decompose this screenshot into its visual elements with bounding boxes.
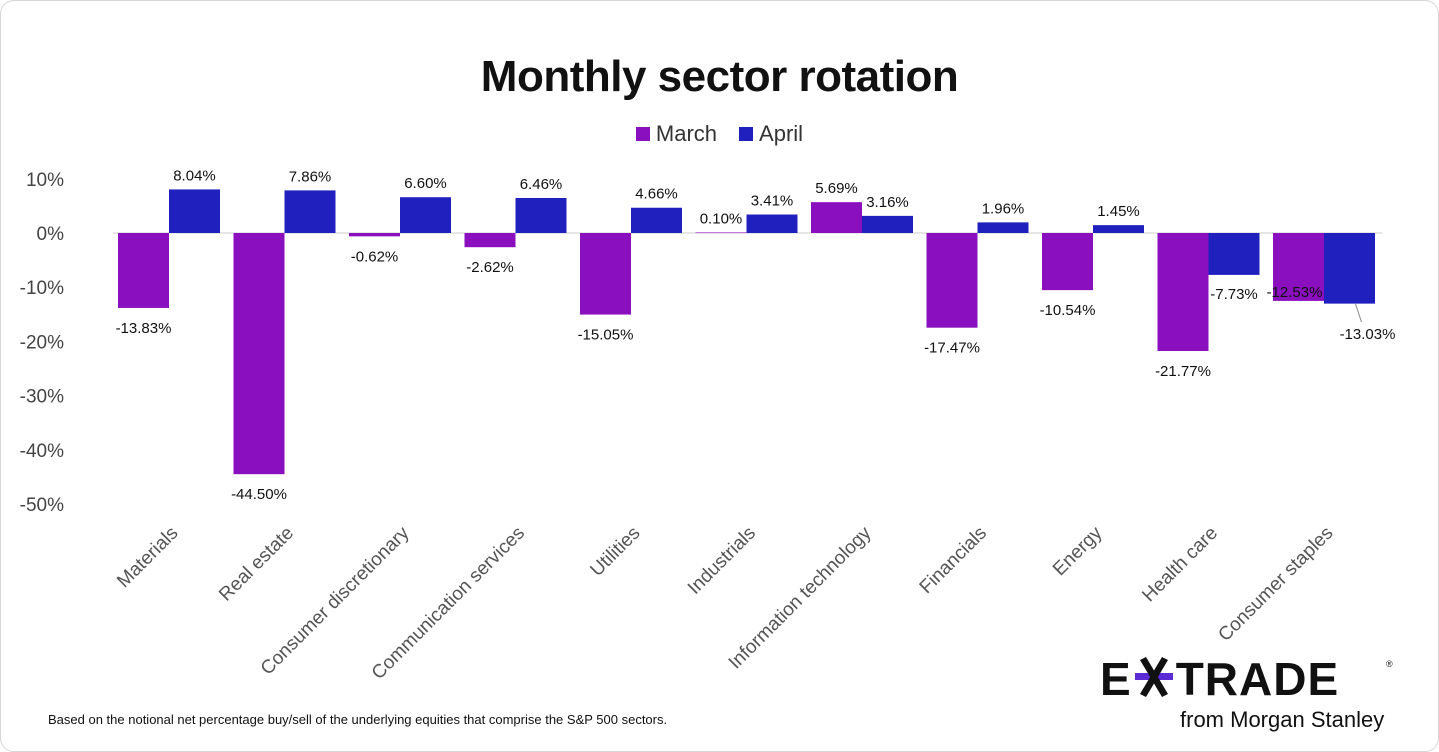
x-tick-label: Materials — [113, 523, 182, 592]
bar-march — [118, 233, 169, 308]
data-label: 1.45% — [1097, 203, 1140, 220]
logo-star-icon — [1134, 657, 1173, 697]
bar-april — [746, 214, 798, 233]
data-label: 4.66% — [635, 186, 678, 203]
etrade-logo: E TRADE ® from Morgan Stanley — [1100, 653, 1393, 735]
x-tick-label: Industrials — [684, 523, 760, 599]
data-label: -7.73% — [1210, 286, 1258, 303]
logo-wordmark: E TRADE — [1100, 653, 1340, 705]
data-label: 8.04% — [173, 167, 216, 184]
bar-april — [515, 197, 567, 233]
bar-april — [284, 190, 336, 233]
data-label: 7.86% — [289, 168, 332, 185]
y-tick-label: -10% — [20, 278, 64, 299]
logo-tagline: from Morgan Stanley — [1180, 707, 1385, 732]
bar-april — [1093, 225, 1144, 233]
y-tick-label: -40% — [20, 441, 64, 462]
legend-item-april: April — [739, 121, 803, 147]
bar-april — [1324, 233, 1375, 304]
x-tick-label: Consumer staples — [1214, 523, 1337, 646]
bar-march — [1273, 233, 1324, 301]
chart-title: Monthly sector rotation — [480, 52, 959, 101]
data-label: -10.54% — [1040, 302, 1096, 319]
chart-legend: March April — [0, 121, 1439, 147]
legend-label-april: April — [759, 121, 804, 146]
logo-registered-mark: ® — [1386, 659, 1393, 669]
data-label: -21.77% — [1155, 363, 1211, 380]
bar-march — [811, 202, 862, 233]
x-tick-label: Financials — [916, 523, 991, 598]
data-label: -2.62% — [466, 259, 514, 276]
data-label: -13.83% — [116, 320, 172, 337]
data-label: 1.96% — [982, 200, 1025, 217]
data-label: -15.05% — [578, 327, 634, 344]
bar-april — [169, 189, 220, 233]
bar-april — [1208, 233, 1260, 275]
legend-item-march: March — [635, 121, 718, 147]
bar-march — [1042, 233, 1093, 291]
x-tick-label: Real estate — [215, 523, 298, 606]
bar-march — [1157, 233, 1209, 351]
bar-april — [631, 207, 682, 233]
y-tick-label: 10% — [26, 170, 64, 191]
bar-april — [862, 215, 913, 233]
data-label: -12.53% — [1267, 284, 1323, 301]
bar-march — [695, 232, 747, 234]
data-label: -0.62% — [351, 248, 399, 265]
x-tick-label: Utilities — [586, 523, 644, 581]
data-label: 0.10% — [700, 210, 743, 227]
label-leader-line — [1355, 303, 1362, 323]
x-tick-label: Health care — [1138, 523, 1222, 607]
y-tick-label: -50% — [20, 495, 64, 516]
y-tick-label: -20% — [20, 332, 64, 353]
bar-march — [233, 233, 285, 475]
bar-march — [926, 233, 978, 328]
footnote: Based on the notional net percentage buy… — [48, 712, 668, 727]
bar-march — [580, 233, 631, 315]
bar-april — [977, 222, 1029, 233]
y-tick-label: -30% — [20, 387, 64, 408]
legend-swatch-march — [635, 127, 650, 141]
data-label: -44.50% — [231, 486, 287, 503]
legend-swatch-april — [739, 127, 754, 141]
x-tick-label: Energy — [1049, 522, 1107, 580]
data-label: 3.41% — [751, 193, 794, 210]
bar-march — [464, 233, 516, 248]
data-label: -17.47% — [924, 340, 980, 357]
bar-march — [349, 233, 400, 237]
legend-label-march: March — [655, 121, 718, 146]
data-label: 5.69% — [815, 180, 858, 197]
data-label: 6.60% — [404, 175, 447, 192]
y-tick-label: 0% — [37, 224, 65, 245]
data-label: 3.16% — [866, 194, 909, 211]
bar-april — [400, 197, 451, 233]
data-label: -13.03% — [1340, 326, 1396, 343]
data-label: 6.46% — [520, 176, 563, 193]
